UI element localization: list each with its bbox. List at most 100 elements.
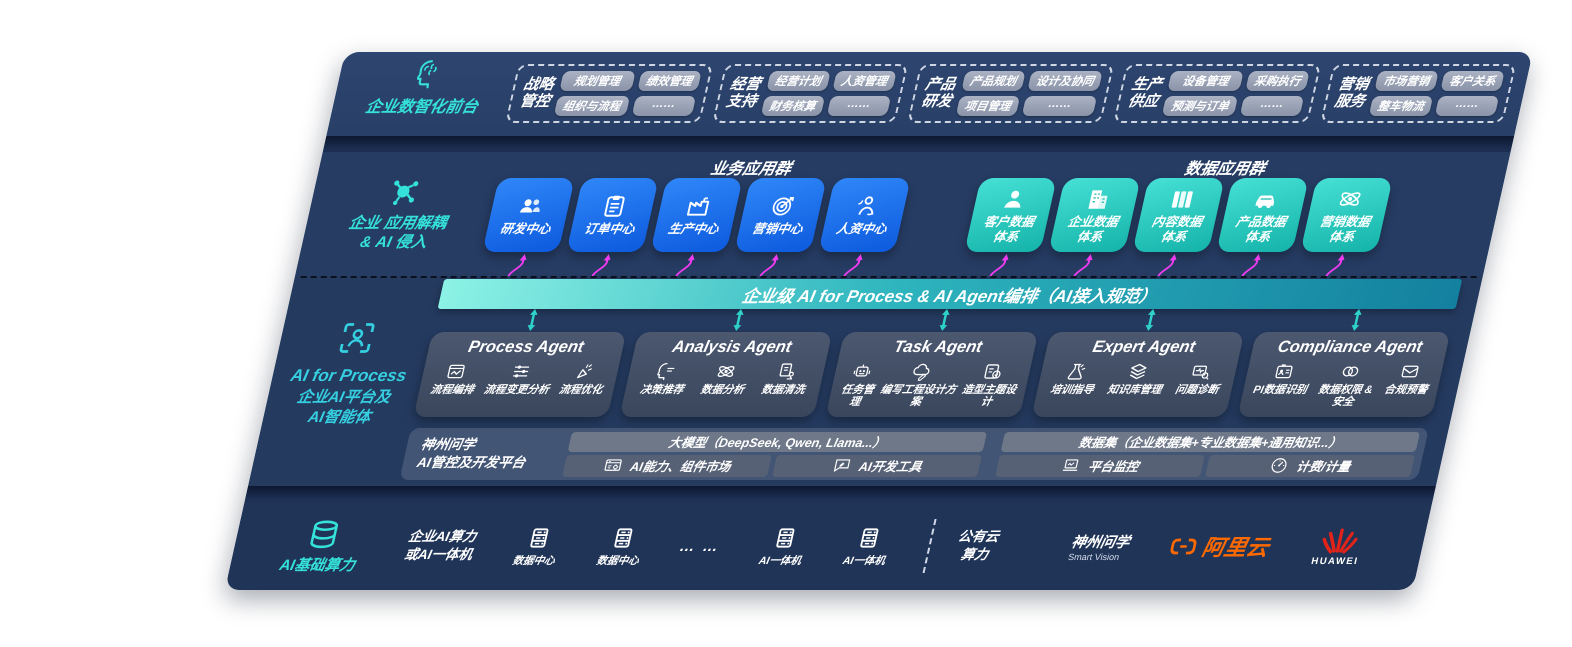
agent-item: 问题诊断	[1174, 361, 1225, 396]
chip: 财务核算	[760, 96, 825, 116]
group-chips: 设备管理 采购执行 预测与订单 ……	[1162, 71, 1310, 116]
atom-icon	[1334, 186, 1366, 212]
layer-front-office: 企业数智化前台 战略 管控 规划管理 绩效管理 组织与流程 …… 经营 支持 经营计…	[326, 52, 1533, 136]
chip: ……	[1434, 96, 1500, 116]
layer-infrastructure: AI基础算力 企业AI算力 或AI一体机 数据中心 数据中心 … … AI一体机 …	[224, 502, 1433, 590]
chip: 采购执行	[1245, 71, 1310, 91]
chip: 市场营销	[1374, 71, 1439, 91]
app-box-customer-data: 客户数据 体系	[964, 178, 1057, 252]
chip: 预测与订单	[1162, 96, 1239, 116]
front-office-title: 企业数智化前台	[363, 99, 480, 116]
group-chips: 产品规划 设计及协同 项目管理 ……	[955, 71, 1103, 116]
billing-metering: 计费/计量	[1205, 454, 1416, 477]
chat-pen-icon	[830, 456, 853, 475]
teal-arrow-icon	[639, 309, 838, 331]
node-datacenter-2: 数据中心	[595, 525, 647, 568]
group-title: 营销 服务	[1333, 75, 1371, 110]
ai-platform-subtitle: 企业AI平台及 AI智能体	[295, 389, 393, 427]
diagram-panel: 企业数智化前台 战略 管控 规划管理 绩效管理 组织与流程 …… 经营 支持 经营计…	[224, 52, 1533, 590]
app-box-product-data: 产品数据 体系	[1216, 178, 1309, 252]
workflow-icon	[443, 361, 469, 382]
agent-item: 决策推荐	[639, 361, 690, 396]
agent-item: 培训指导	[1049, 361, 1100, 396]
database-icon	[303, 518, 345, 552]
factory-icon	[683, 193, 715, 219]
server-rack-icon	[607, 525, 639, 551]
window-gear-icon	[601, 456, 624, 475]
target-icon	[767, 193, 799, 219]
chip: 产品规划	[961, 71, 1026, 91]
smartvision-diamond-icon	[1035, 533, 1060, 559]
user-icon	[998, 186, 1030, 212]
gauge-icon	[1268, 456, 1291, 475]
sliders-icon	[508, 361, 534, 382]
books-icon	[1166, 186, 1198, 212]
server-rack-icon	[523, 525, 555, 551]
mail-alert-icon	[1397, 361, 1423, 382]
brain-head-icon	[410, 58, 449, 90]
teal-arrow-icon	[845, 309, 1044, 331]
car-icon	[1250, 186, 1282, 212]
agent-arrows-row	[433, 309, 1456, 331]
app-box-marketing-center: 营销中心	[734, 178, 827, 252]
agent-item: 流程变更分析	[483, 361, 556, 396]
chip: ……	[631, 96, 696, 116]
chip: 设计及协同	[1027, 71, 1103, 91]
agent-expert: Expert Agent 培训指导 知识库管理 问题诊断	[1031, 332, 1245, 417]
server-rack-icon	[853, 525, 885, 551]
group-title: 战略 管控	[518, 75, 556, 110]
teal-arrow-icon	[1051, 309, 1250, 331]
design-card-icon	[980, 361, 1006, 382]
dataset-bar: 数据集（企业数据集+专业数据集+通用知识...）	[1000, 431, 1421, 452]
group-chips: 市场营销 客户关系 整车物流 ……	[1368, 71, 1505, 116]
infra-label-block: AI基础算力	[256, 518, 387, 575]
cloud-edit-icon	[910, 361, 936, 382]
chip: ……	[1021, 96, 1098, 116]
team-icon	[515, 193, 547, 219]
app-box-production-center: 生产中心	[650, 178, 743, 252]
linked-rings-icon	[1337, 361, 1363, 382]
front-office-groups: 战略 管控 规划管理 绩效管理 组织与流程 …… 经营 支持 经营计划 人资管理 财…	[505, 64, 1517, 123]
data-clean-icon	[774, 361, 800, 382]
teal-arrow-icon	[433, 309, 632, 331]
agent-item: 造型主题设计	[955, 361, 1026, 409]
app-box-order-center: 订单中心	[566, 178, 659, 252]
ai-capability-market: AI能力、组件市场	[562, 454, 773, 477]
model-bar: 大模型（DeepSeek, Qwen, Llama...）	[567, 431, 988, 452]
smartvision-logo: 神州问学 Smart Vision	[1027, 529, 1133, 563]
app-box-content-data: 内容数据 体系	[1132, 178, 1225, 252]
public-cloud-label: 公有云 算力	[956, 529, 1001, 562]
ellipsis: … …	[678, 537, 723, 555]
infra-title: AI基础算力	[277, 556, 357, 574]
group-product: 产品 研发 产品规划 设计及协同 项目管理 ……	[906, 64, 1115, 123]
chip: 组织与流程	[553, 96, 630, 116]
node-ai-appliance-2: AI一体机	[841, 525, 893, 568]
agent-analysis: Analysis Agent 决策推荐 数据分析 数据清洗	[619, 332, 833, 417]
head-chat-icon	[653, 361, 679, 382]
robot-icon	[849, 361, 875, 382]
teal-arrow-icon	[1257, 309, 1456, 331]
agent-compliance: Compliance Agent PI数据识别 数据权限 & 安全 合规预警	[1237, 332, 1451, 417]
model-column: 大模型（DeepSeek, Qwen, Llama...） AI能力、组件市场 …	[562, 431, 988, 477]
group-operation: 经营 支持 经营计划 人资管理 财务核算 ……	[711, 64, 908, 123]
agent-task: Task Agent 任务管理 编写工程设计方案 造型主题设计	[825, 332, 1039, 417]
dev-platform-label: 神州问学 AI管控及开发平台	[415, 437, 527, 470]
agent-item: 流程编排	[429, 361, 480, 396]
ai-platform-label-block: AI for Process 企业AI平台及 AI智能体	[261, 320, 437, 428]
agent-item: 编写工程设计方案	[874, 361, 966, 409]
chip: 项目管理	[955, 96, 1020, 116]
chip: 人资管理	[831, 71, 897, 91]
scan-person-icon	[335, 320, 379, 356]
chip: ……	[1239, 96, 1305, 116]
optimize-spark-icon	[572, 361, 598, 382]
layer-ai-platform: AI for Process 企业AI平台及 AI智能体 企业级 AI for P…	[247, 276, 1483, 486]
decoupling-title: 企业 应用解耦 & AI 侵入	[347, 215, 449, 252]
group-title: 生产 供应	[1126, 75, 1165, 110]
app-cell: 营销数据 体系	[1294, 178, 1393, 281]
app-cell: 人资中心	[812, 178, 911, 281]
chip: 经营计划	[765, 71, 831, 91]
dataset-column: 数据集（企业数据集+专业数据集+通用知识...） 平台监控 计费/计量	[995, 431, 1421, 477]
app-box-enterprise-data: 企业数据 体系	[1048, 178, 1141, 252]
agent-item: 数据清洗	[760, 361, 811, 396]
agent-item: 知识库管理	[1106, 361, 1168, 396]
